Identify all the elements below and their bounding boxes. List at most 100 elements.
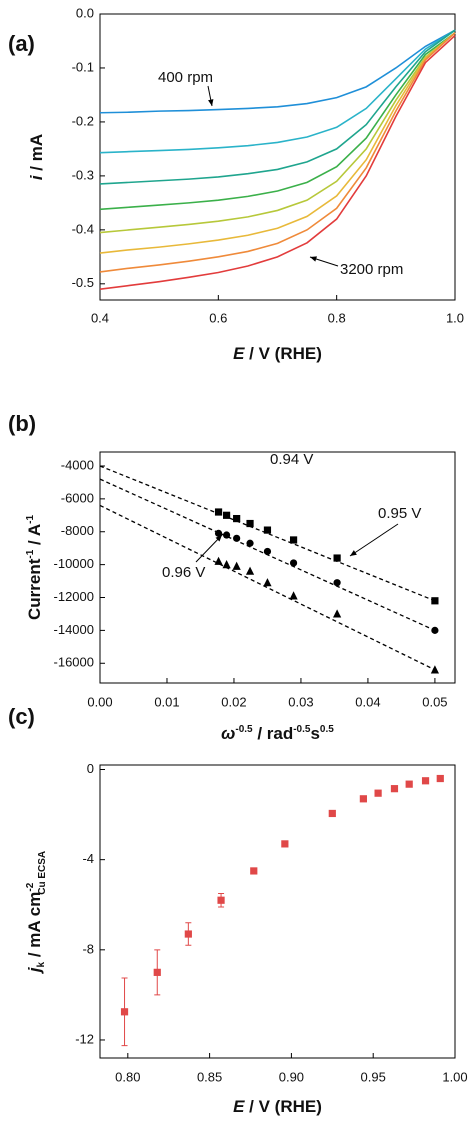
- y-tick-label: -6000: [61, 490, 94, 505]
- point: [233, 514, 241, 523]
- axis-label-part: -0.5: [293, 724, 311, 735]
- point: [214, 508, 223, 516]
- y-tick-label: -12: [75, 1031, 94, 1046]
- point: [374, 789, 382, 797]
- axis-label-part: / mA: [27, 134, 46, 176]
- fit-line: [99, 504, 436, 671]
- point: [431, 626, 439, 634]
- curve: [99, 32, 456, 273]
- annotation: 3200 rpm: [340, 261, 403, 278]
- curve: [99, 29, 456, 114]
- arrow-head: [310, 256, 317, 262]
- plot-frame: [99, 451, 456, 684]
- axis-label-part: / rad: [253, 724, 294, 743]
- x-tick-label: 0.90: [279, 1069, 304, 1084]
- series-label: 0.95 V: [378, 505, 421, 522]
- point: [430, 665, 440, 674]
- curve: [99, 29, 456, 185]
- point: [263, 578, 272, 587]
- axis-label-part: -1: [25, 549, 36, 558]
- annotation: 400 rpm: [158, 69, 213, 86]
- point: [246, 539, 254, 547]
- point: [245, 566, 255, 575]
- panel-label: (b): [8, 411, 36, 436]
- point: [405, 780, 413, 788]
- point: [214, 529, 223, 537]
- y-tick-label: 0: [87, 761, 94, 776]
- x-tick-label: 0.6: [209, 310, 227, 325]
- y-tick-label: -0.2: [72, 113, 94, 128]
- x-tick-label: 0.85: [197, 1069, 222, 1084]
- point: [333, 554, 341, 562]
- axis-label-part: 0.5: [320, 724, 334, 735]
- curve: [99, 34, 456, 291]
- y-tick-label: -0.5: [72, 275, 94, 290]
- y-axis-label: Current-1 / A-1: [25, 515, 45, 620]
- point: [359, 795, 367, 803]
- point: [222, 560, 231, 569]
- point: [246, 519, 254, 528]
- point: [289, 536, 298, 544]
- axis-label-part: / V (RHE): [244, 1097, 321, 1116]
- axis-label-part: -1: [25, 515, 36, 524]
- point: [289, 559, 298, 567]
- point: [436, 774, 444, 783]
- point: [214, 556, 223, 565]
- axis-label-part: E: [233, 344, 245, 363]
- x-tick-label: 0.04: [355, 694, 380, 709]
- axis-label-part: E: [233, 1097, 245, 1116]
- x-tick-label: 0.95: [361, 1069, 386, 1084]
- x-tick-label: 0.05: [422, 694, 447, 709]
- y-axis-label: jk / mA cm-2Cu ECSA: [25, 851, 48, 974]
- point: [232, 561, 241, 570]
- point: [281, 840, 289, 848]
- x-axis-label: E / V (RHE): [233, 344, 322, 363]
- panel-label: (a): [8, 31, 35, 56]
- point: [217, 896, 225, 904]
- point: [431, 597, 439, 605]
- axis-label-part: / mA cm: [25, 892, 44, 962]
- axis-label-part: Cu ECSA: [37, 851, 48, 895]
- x-tick-label: 0.01: [154, 694, 179, 709]
- point: [250, 867, 258, 875]
- axis-label-part: -0.5: [235, 724, 253, 735]
- x-tick-label: 0.02: [221, 694, 246, 709]
- x-axis-label: E / V (RHE): [233, 1097, 322, 1116]
- axis-label-part: k: [36, 961, 47, 967]
- y-tick-label: -12000: [54, 589, 94, 604]
- axis-label-part: i: [27, 174, 46, 180]
- x-tick-label: 0.80: [115, 1069, 140, 1084]
- axis-label-part: -2: [25, 882, 36, 891]
- curve: [99, 32, 456, 234]
- y-tick-label: -0.4: [72, 221, 94, 236]
- x-tick-label: 0.8: [328, 310, 346, 325]
- plot-frame: [99, 764, 456, 1059]
- y-tick-label: -14000: [54, 622, 94, 637]
- arrow-head: [208, 99, 214, 106]
- curve: [99, 32, 456, 254]
- annotation-arrow: [349, 523, 399, 557]
- y-tick-label: 0.0: [76, 5, 94, 20]
- y-tick-label: -4000: [61, 457, 94, 472]
- x-tick-label: 0.00: [87, 694, 112, 709]
- point: [421, 777, 430, 785]
- y-tick-label: -8: [82, 941, 94, 956]
- x-tick-label: 1.0: [446, 310, 464, 325]
- point: [333, 609, 342, 618]
- series-label: 0.94 V: [270, 451, 313, 468]
- axis-label-part: s: [310, 724, 319, 743]
- axis-label-part: Current: [25, 558, 44, 620]
- point: [153, 968, 161, 976]
- point: [263, 547, 272, 556]
- axis-label-part: / A: [25, 524, 44, 550]
- y-axis-label: i / mA: [27, 134, 46, 180]
- y-tick-label: -8000: [61, 523, 94, 538]
- x-tick-label: 0.4: [91, 310, 109, 325]
- arrow-head: [215, 535, 222, 542]
- point: [184, 930, 192, 938]
- point: [333, 579, 341, 587]
- point: [263, 526, 272, 534]
- series-label: 0.96 V: [162, 564, 205, 581]
